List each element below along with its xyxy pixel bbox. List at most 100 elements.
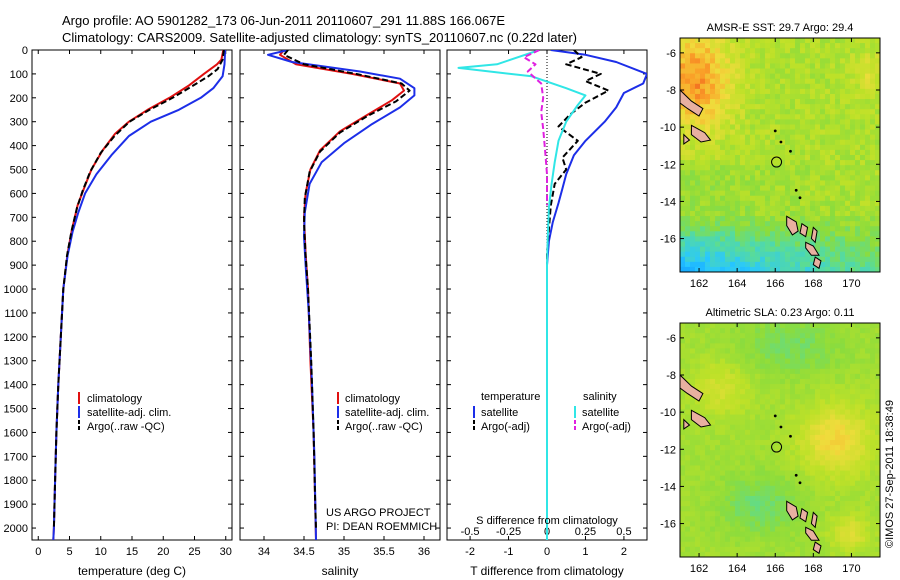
- map-cell: [700, 434, 706, 441]
- map-cell: [835, 526, 841, 533]
- map-cell: [800, 490, 806, 497]
- map-cell: [715, 353, 721, 360]
- map-cell: [695, 470, 701, 477]
- map-cell: [710, 541, 716, 548]
- map-cell: [855, 241, 861, 248]
- map-cell: [765, 109, 771, 115]
- map-cell: [845, 38, 851, 44]
- map-cell: [850, 175, 856, 182]
- map-cell: [855, 363, 861, 370]
- map-cell: [745, 384, 751, 390]
- map-cell: [800, 119, 806, 126]
- map-cell: [770, 358, 776, 365]
- map-cell: [875, 109, 880, 115]
- map-cell: [810, 129, 816, 136]
- map-cell: [810, 241, 816, 248]
- map-cell: [755, 124, 761, 131]
- map-cell: [840, 109, 846, 115]
- map-cell: [815, 119, 821, 126]
- map-cell: [830, 450, 836, 456]
- map-cell: [745, 88, 751, 95]
- map-cell: [850, 389, 856, 395]
- map-cell: [770, 236, 776, 243]
- map-cell: [860, 399, 866, 405]
- map-cell: [850, 83, 856, 90]
- map-cell: [700, 175, 706, 182]
- map-cell: [860, 38, 866, 44]
- map-cell: [725, 343, 731, 350]
- map-cell: [745, 480, 751, 487]
- sst-heatmap: [680, 38, 880, 272]
- map-cell: [740, 363, 746, 370]
- map-cell: [825, 93, 831, 100]
- map-cell: [810, 78, 816, 85]
- map-cell: [780, 129, 786, 136]
- map-cell: [875, 99, 880, 105]
- map-cell: [700, 99, 706, 105]
- map-cell: [725, 48, 731, 54]
- map-cell: [690, 38, 696, 44]
- sst-coastline: [680, 89, 822, 270]
- lat-tick-label: -12: [660, 444, 676, 456]
- map-cell: [860, 73, 866, 80]
- map-cell: [695, 526, 701, 533]
- map-cell: [810, 414, 816, 421]
- map-cell: [720, 450, 726, 456]
- map-cell: [685, 210, 691, 217]
- map-cell: [750, 475, 756, 482]
- map-cell: [835, 511, 841, 517]
- map-cell: [720, 475, 726, 482]
- map-cell: [835, 185, 841, 192]
- map-cell: [875, 450, 880, 456]
- map-cell: [765, 53, 771, 59]
- map-cell: [870, 216, 876, 222]
- map-cell: [755, 195, 761, 202]
- map-cell: [695, 368, 701, 375]
- map-cell: [840, 541, 846, 548]
- map-cell: [705, 338, 711, 344]
- map-cell: [750, 536, 756, 543]
- map-cell: [740, 99, 746, 105]
- map-cell: [710, 404, 716, 411]
- map-cell: [755, 216, 761, 222]
- map-cell: [730, 256, 736, 263]
- map-cell: [760, 88, 766, 95]
- map-cell: [710, 48, 716, 54]
- map-cell: [715, 516, 721, 522]
- map-cell: [695, 378, 701, 385]
- map-cell: [820, 144, 826, 151]
- map-cell: [720, 180, 726, 187]
- map-cell: [810, 328, 816, 334]
- map-cell: [850, 419, 856, 426]
- map-cell: [835, 516, 841, 522]
- map-cell: [875, 378, 880, 385]
- map-cell: [695, 236, 701, 243]
- map-cell: [805, 139, 811, 146]
- map-cell: [705, 399, 711, 405]
- map-cell: [850, 180, 856, 187]
- map-cell: [755, 536, 761, 543]
- map-cell: [835, 389, 841, 395]
- map-cell: [870, 378, 876, 385]
- map-cell: [715, 251, 721, 258]
- map-cell: [725, 394, 731, 400]
- map-cell: [730, 175, 736, 182]
- map-cell: [765, 251, 771, 258]
- map-cell: [680, 328, 686, 334]
- map-cell: [700, 216, 706, 222]
- map-cell: [770, 68, 776, 75]
- map-cell: [790, 88, 796, 95]
- island: [683, 418, 691, 430]
- map-cell: [835, 541, 841, 548]
- map-cell: [695, 536, 701, 543]
- map-cell: [805, 256, 811, 263]
- map-cell: [765, 221, 771, 227]
- island: [799, 222, 809, 238]
- map-cell: [765, 531, 771, 538]
- map-cell: [790, 373, 796, 380]
- map-cell: [825, 78, 831, 85]
- map-cell: [705, 216, 711, 222]
- map-cell: [805, 119, 811, 126]
- map-cell: [680, 43, 686, 49]
- map-cell: [755, 363, 761, 370]
